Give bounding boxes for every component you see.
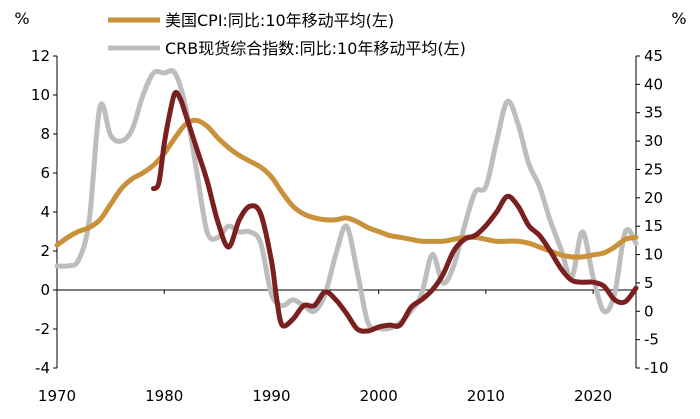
x-tick-label: 2010: [467, 387, 505, 405]
right-tick-label: 35: [644, 104, 663, 122]
legend-label: 美国CPI:同比:10年移动平均(左): [165, 11, 394, 30]
right-tick-label: -10: [644, 359, 669, 377]
x-tick-label: 1980: [145, 387, 183, 405]
right-tick-label: 10: [644, 246, 663, 264]
right-unit-label: %: [671, 9, 686, 28]
left-tick-label: 12: [31, 47, 50, 65]
right-tick-label: 25: [644, 160, 663, 178]
right-tick-label: -5: [644, 331, 659, 349]
x-tick-label: 2020: [574, 387, 612, 405]
cpi-series-line: [54, 117, 639, 260]
x-tick-label: 1970: [38, 387, 76, 405]
left-tick-label: 2: [40, 242, 50, 260]
right-tick-label: 45: [644, 47, 663, 65]
right-tick-label: 5: [644, 274, 654, 292]
left-tick-label: 4: [40, 203, 50, 221]
left-tick-label: 6: [40, 164, 50, 182]
legend: 美国CPI:同比:10年移动平均(左) CRB现货综合指数:同比:10年移动平均(…: [108, 11, 466, 58]
right-tick-label: 15: [644, 217, 663, 235]
left-tick-label: 10: [31, 86, 50, 104]
x-tick-label: 2000: [360, 387, 398, 405]
x-tick-label: 1990: [252, 387, 290, 405]
red-series-line: [151, 89, 639, 334]
left-tick-label: 8: [40, 125, 50, 143]
left-tick-label: -4: [35, 359, 50, 377]
left-unit-label: %: [14, 9, 29, 28]
right-tick-label: 0: [644, 302, 654, 320]
right-tick-label: 30: [644, 132, 663, 150]
series-layer: [54, 68, 639, 334]
left-tick-label: 0: [40, 281, 50, 299]
right-tick-label: 40: [644, 75, 663, 93]
legend-label: CRB现货综合指数:同比:10年移动平均(左): [165, 39, 466, 58]
left-tick-label: -2: [35, 320, 50, 338]
axes: % % -4 -2 0 2 4 6 8 10 12 -10 -5 0 5 10 15 20 25 30 35 40 45 19…: [14, 9, 686, 405]
right-tick-label: 20: [644, 189, 663, 207]
crb-series-line: [54, 68, 639, 332]
